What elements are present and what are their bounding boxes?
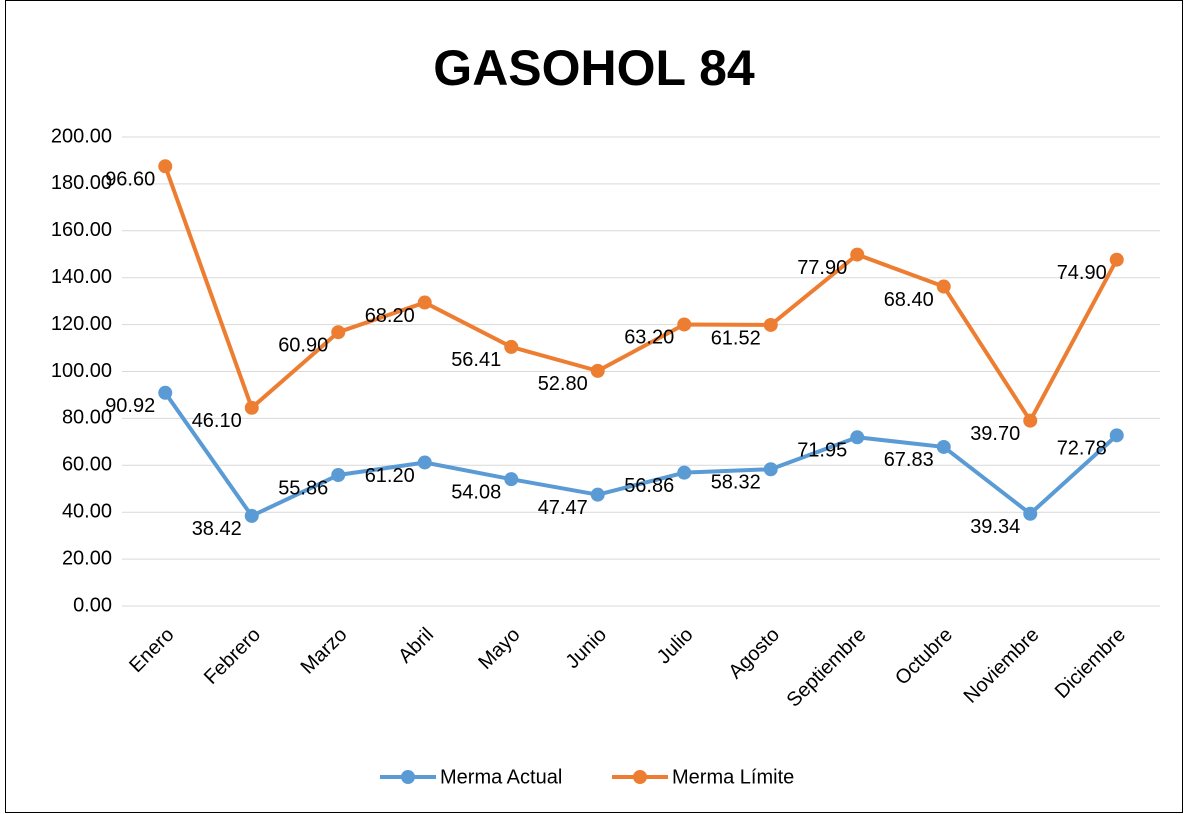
legend-marker bbox=[401, 770, 415, 784]
legend-label: Merma Actual bbox=[440, 766, 562, 788]
y-tick-label: 60.00 bbox=[62, 454, 112, 476]
marker bbox=[244, 400, 259, 415]
y-tick-label: 160.00 bbox=[51, 219, 112, 241]
data-label: 58.32 bbox=[711, 472, 761, 494]
data-label: 72.78 bbox=[1057, 438, 1107, 460]
marker bbox=[504, 472, 519, 487]
marker bbox=[1023, 506, 1038, 521]
marker bbox=[763, 317, 778, 332]
data-label: 77.90 bbox=[797, 257, 847, 279]
y-tick-label: 100.00 bbox=[51, 360, 112, 382]
y-tick-label: 200.00 bbox=[51, 125, 112, 147]
y-tick-label: 120.00 bbox=[51, 313, 112, 335]
marker bbox=[417, 295, 432, 310]
data-label: 68.20 bbox=[365, 305, 415, 327]
data-label: 61.52 bbox=[711, 327, 761, 349]
data-label: 63.20 bbox=[624, 327, 674, 349]
y-tick-label: 180.00 bbox=[51, 172, 112, 194]
data-label: 47.47 bbox=[538, 497, 588, 519]
data-label: 60.90 bbox=[278, 334, 328, 356]
data-label: 39.70 bbox=[970, 423, 1020, 445]
data-label: 56.86 bbox=[624, 475, 674, 497]
marker bbox=[677, 465, 692, 480]
legend-marker bbox=[633, 770, 647, 784]
marker bbox=[936, 279, 951, 294]
chart-title: GASOHOL 84 bbox=[433, 40, 755, 96]
marker bbox=[763, 462, 778, 477]
marker bbox=[331, 468, 346, 483]
marker bbox=[417, 455, 432, 470]
marker bbox=[158, 159, 173, 174]
marker bbox=[590, 487, 605, 502]
data-label: 67.83 bbox=[884, 449, 934, 471]
data-label: 56.41 bbox=[451, 349, 501, 371]
marker bbox=[1109, 252, 1124, 267]
marker bbox=[504, 339, 519, 354]
data-label: 68.40 bbox=[884, 289, 934, 311]
data-label: 46.10 bbox=[192, 410, 242, 432]
data-label: 52.80 bbox=[538, 373, 588, 395]
marker bbox=[936, 439, 951, 454]
data-label: 74.90 bbox=[1057, 262, 1107, 284]
chart-border bbox=[5, 0, 1183, 813]
data-label: 71.95 bbox=[797, 440, 847, 462]
legend-label: Merma Límite bbox=[672, 766, 794, 788]
y-tick-label: 20.00 bbox=[62, 547, 112, 569]
data-label: 55.86 bbox=[278, 477, 328, 499]
marker bbox=[1023, 413, 1038, 428]
y-tick-label: 0.00 bbox=[73, 594, 112, 616]
data-label: 96.60 bbox=[105, 169, 155, 191]
marker bbox=[590, 363, 605, 378]
marker bbox=[331, 325, 346, 340]
data-label: 38.42 bbox=[192, 518, 242, 540]
marker bbox=[1109, 428, 1124, 443]
series-line bbox=[163, 165, 1119, 423]
series-line bbox=[163, 391, 1119, 518]
data-label: 61.20 bbox=[365, 465, 415, 487]
y-tick-label: 40.00 bbox=[62, 500, 112, 522]
marker bbox=[677, 317, 692, 332]
y-tick-label: 140.00 bbox=[51, 266, 112, 288]
data-label: 90.92 bbox=[105, 395, 155, 417]
marker bbox=[850, 430, 865, 445]
data-label: 39.34 bbox=[970, 516, 1020, 538]
y-tick-label: 80.00 bbox=[62, 407, 112, 429]
marker bbox=[158, 385, 173, 400]
data-label: 54.08 bbox=[451, 481, 501, 503]
marker bbox=[850, 247, 865, 262]
marker bbox=[244, 508, 259, 523]
